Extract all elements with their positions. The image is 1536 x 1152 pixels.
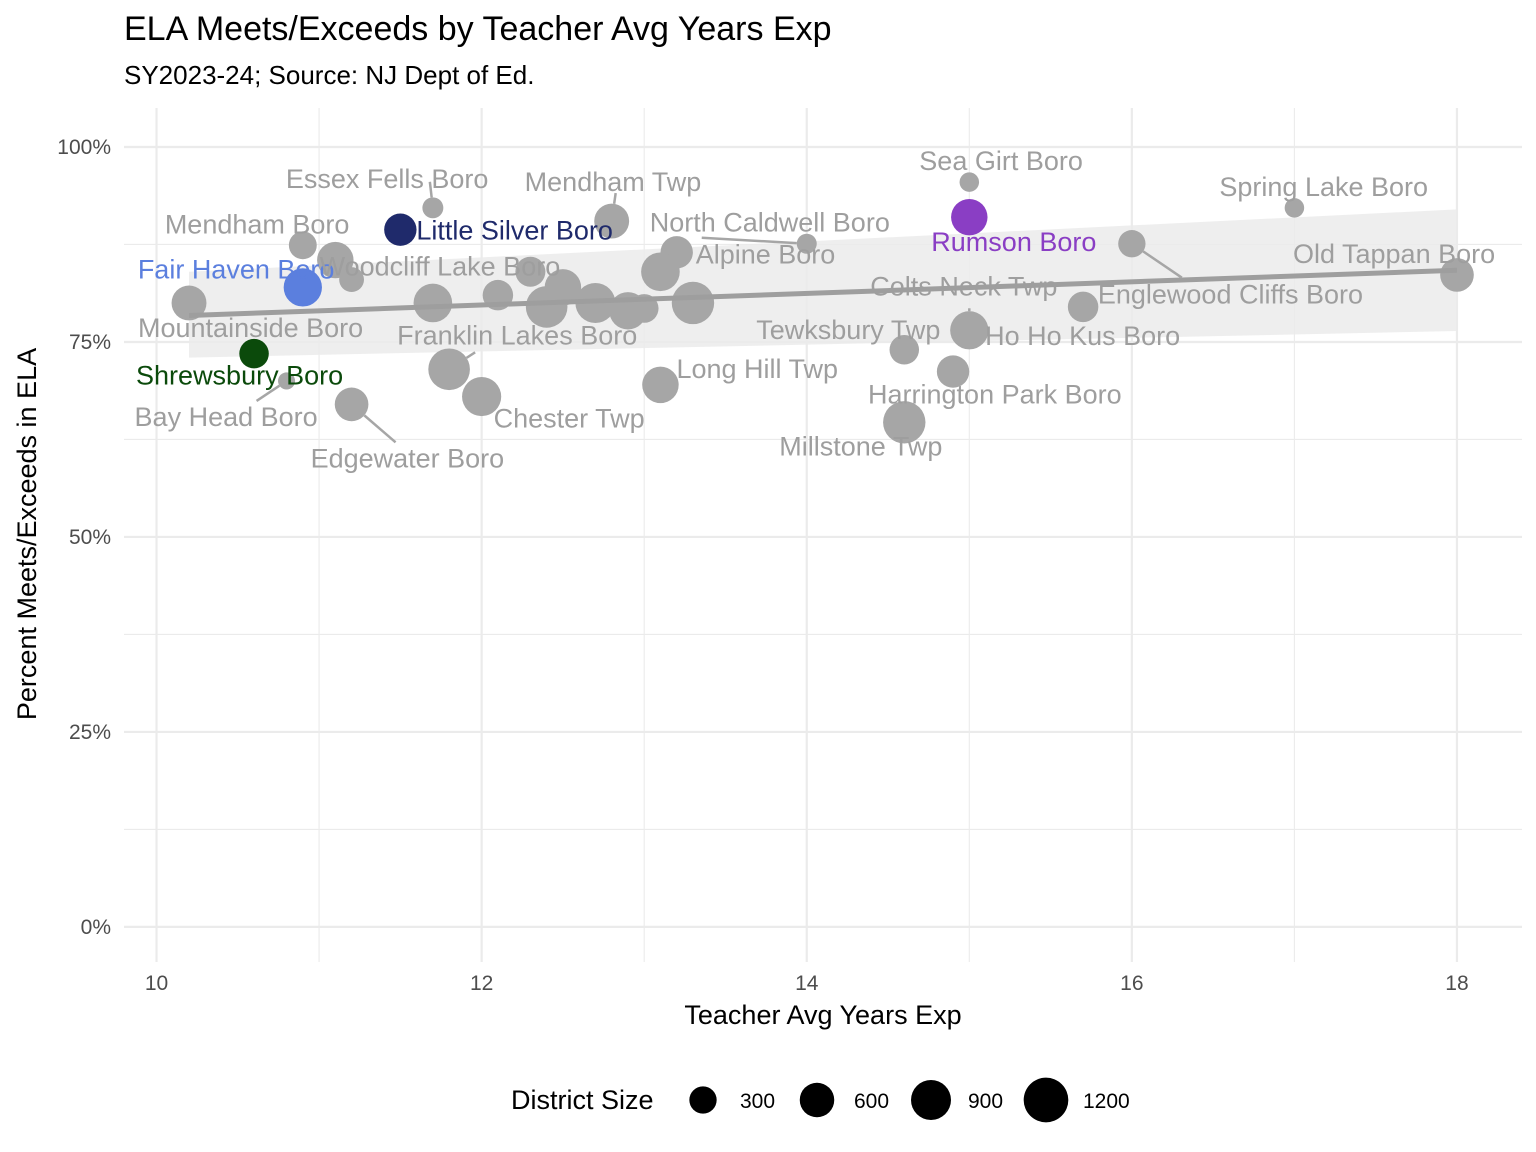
legend-label-900: 900 bbox=[968, 1090, 1003, 1113]
leader-franklin-lakes-boro bbox=[465, 351, 476, 359]
label-rumson-boro: Rumson Boro bbox=[931, 227, 1096, 257]
point-essex-fells-boro bbox=[422, 197, 444, 219]
y-axis-title: Percent Meets/Exceeds in ELA bbox=[12, 348, 42, 720]
y-tick-label: 75% bbox=[69, 331, 111, 354]
label-essex-fells-boro: Essex Fells Boro bbox=[286, 164, 489, 194]
label-alpine-boro: Alpine Boro bbox=[696, 239, 836, 269]
legend-label-600: 600 bbox=[854, 1090, 889, 1113]
axis-ticks: 10 12 14 16 18 0% 25% 50% 75% 100% bbox=[57, 136, 1468, 995]
label-long-hill-twp: Long Hill Twp bbox=[676, 354, 838, 384]
leader-north-caldwell-boro bbox=[701, 236, 797, 245]
point-chester-twp bbox=[462, 376, 502, 417]
x-tick-label: 16 bbox=[1120, 972, 1143, 995]
data-points bbox=[171, 172, 1474, 444]
leader-essex-fells-boro bbox=[428, 181, 433, 198]
label-tewksbury-twp: Tewksbury Twp bbox=[756, 315, 940, 345]
point-bay-head-boro bbox=[278, 372, 296, 390]
label-old-tappan-boro: Old Tappan Boro bbox=[1293, 239, 1495, 269]
y-tick-label: 25% bbox=[69, 721, 111, 744]
point-tewksbury-twp bbox=[889, 335, 920, 365]
point-millstone-twp bbox=[883, 401, 926, 444]
point-fair-haven-boro bbox=[283, 268, 322, 307]
label-mendham-twp: Mendham Twp bbox=[525, 167, 702, 197]
trend-line-group bbox=[188, 267, 1458, 318]
leader-edgewater-boro bbox=[363, 414, 397, 444]
label-shrewsbury-boro: Shrewsbury Boro bbox=[136, 361, 343, 391]
label-fair-haven-boro: Fair Haven Boro bbox=[138, 254, 335, 284]
point-shrewsbury-boro bbox=[239, 338, 269, 369]
label-woodcliff-lake-boro: Woodcliff Lake Boro bbox=[320, 252, 561, 282]
legend-key-900 bbox=[911, 1080, 951, 1120]
legend: District Size 300 600 900 1200 bbox=[511, 1077, 1130, 1123]
point-unlabeled bbox=[515, 256, 546, 287]
point-mendham-twp bbox=[594, 203, 630, 239]
y-tick-label: 100% bbox=[57, 136, 111, 159]
label-mendham-boro: Mendham Boro bbox=[165, 209, 350, 239]
y-tick-label: 50% bbox=[69, 526, 111, 549]
label-leaders bbox=[255, 181, 1183, 444]
label-millstone-twp: Millstone Twp bbox=[779, 431, 942, 461]
point-edgewater-boro bbox=[334, 387, 369, 422]
label-ho-ho-kus-boro: Ho Ho Kus Boro bbox=[985, 321, 1180, 351]
point-labels: Essex Fells Boro Mendham Twp Sea Girt Boro… bbox=[135, 146, 1496, 473]
chart-title: ELA Meets/Exceeds by Teacher Avg Years E… bbox=[124, 10, 832, 48]
point-spring-lake-boro bbox=[1284, 198, 1305, 218]
point-long-hill-twp bbox=[642, 366, 679, 404]
trend-line bbox=[188, 267, 1458, 318]
label-north-caldwell-boro: North Caldwell Boro bbox=[650, 208, 890, 238]
point-unlabeled bbox=[413, 283, 453, 323]
point-north-caldwell-boro bbox=[796, 233, 817, 254]
label-chester-twp: Chester Twp bbox=[494, 404, 645, 434]
label-bay-head-boro: Bay Head Boro bbox=[135, 402, 318, 432]
legend-key-300 bbox=[689, 1086, 717, 1114]
label-little-silver-boro: Little Silver Boro bbox=[416, 216, 613, 246]
x-tick-label: 14 bbox=[795, 972, 819, 995]
point-franklin-lakes-boro bbox=[428, 348, 470, 391]
leader-mendham-twp bbox=[612, 192, 617, 204]
point-unlabeled bbox=[544, 269, 582, 306]
label-edgewater-boro: Edgewater Boro bbox=[311, 443, 505, 473]
legend-key-1200 bbox=[1023, 1077, 1069, 1123]
point-mountainside-boro bbox=[171, 285, 207, 321]
point-rumson-boro bbox=[951, 198, 988, 236]
point-unlabeled bbox=[317, 241, 354, 279]
point-old-tappan-boro bbox=[1440, 258, 1474, 292]
x-tick-label: 18 bbox=[1445, 972, 1468, 995]
leader-bay-head-boro bbox=[255, 384, 281, 403]
legend-key-600 bbox=[799, 1082, 835, 1118]
label-franklin-lakes-boro: Franklin Lakes Boro bbox=[397, 320, 637, 350]
label-mountainside-boro: Mountainside Boro bbox=[138, 313, 363, 343]
label-harrington-park-boro: Harrington Park Boro bbox=[868, 380, 1122, 410]
point-sea-girt-boro bbox=[959, 172, 980, 192]
leader-englewood-cliffs-boro bbox=[1142, 250, 1183, 279]
x-axis-title: Teacher Avg Years Exp bbox=[684, 1000, 961, 1030]
legend-label-300: 300 bbox=[740, 1090, 775, 1113]
legend-label-1200: 1200 bbox=[1083, 1090, 1130, 1113]
point-englewood-cliffs-boro bbox=[1118, 230, 1146, 258]
point-little-silver-boro bbox=[384, 213, 417, 246]
point-harrington-park-boro bbox=[936, 355, 970, 388]
label-colts-neck-twp: Colts Neck Twp bbox=[870, 271, 1057, 301]
point-ho-ho-kus-boro bbox=[1067, 291, 1099, 323]
legend-title: District Size bbox=[511, 1085, 654, 1115]
x-tick-label: 12 bbox=[470, 972, 493, 995]
point-colts-neck-twp bbox=[950, 311, 989, 350]
y-tick-label: 0% bbox=[81, 916, 111, 939]
label-englewood-cliffs-boro: Englewood Cliffs Boro bbox=[1098, 280, 1363, 310]
label-spring-lake-boro: Spring Lake Boro bbox=[1219, 172, 1428, 202]
point-unlabeled bbox=[641, 252, 680, 292]
chart-subtitle: SY2023-24; Source: NJ Dept of Ed. bbox=[124, 60, 534, 90]
point-unlabeled bbox=[671, 281, 715, 325]
label-sea-girt-boro: Sea Girt Boro bbox=[919, 146, 1083, 176]
point-mendham-boro bbox=[288, 231, 317, 260]
x-tick-label: 10 bbox=[145, 972, 168, 995]
